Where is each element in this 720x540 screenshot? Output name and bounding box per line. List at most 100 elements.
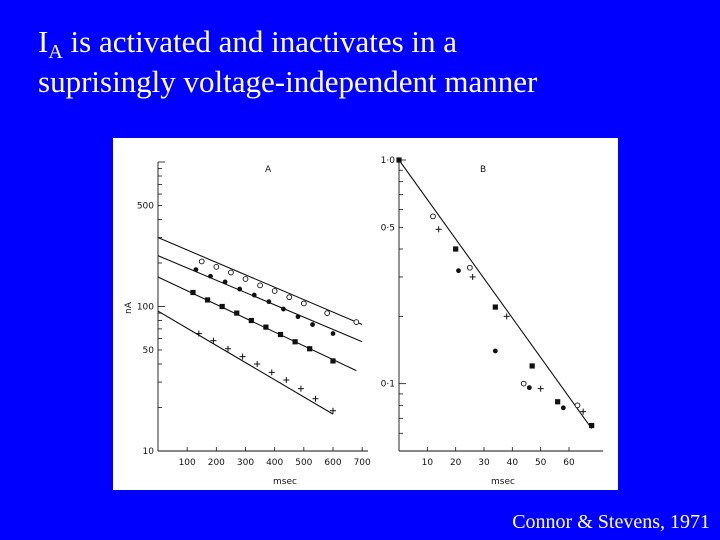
panel-b-data-point bbox=[466, 264, 473, 271]
panel-a-ylabel: nA bbox=[124, 301, 134, 314]
panel-b-x-tick-label: 50 bbox=[535, 458, 547, 468]
panel-b-x-tick-label: 10 bbox=[422, 458, 434, 468]
panel-a-series-plus bbox=[195, 330, 336, 414]
panel-b-data-point bbox=[456, 268, 461, 274]
panel-a-y-tick-label: 50 bbox=[143, 346, 155, 356]
panel-b-data-point bbox=[492, 304, 498, 310]
panel-b: B msec 0·1 0·5 1·0 10 20 30 40 50 60 bbox=[381, 156, 603, 487]
panel-b-x-tick-label: 20 bbox=[450, 458, 462, 468]
panel-b-data-point bbox=[435, 226, 442, 233]
panel-a-data-point bbox=[297, 385, 304, 392]
panel-a-data-point bbox=[234, 310, 240, 316]
panel-a-series-filled-square bbox=[190, 289, 336, 364]
panel-a-data-point bbox=[295, 314, 301, 320]
figure-image: A nA msec 10 50 100 500 100 200 300 400 500 600 70… bbox=[113, 138, 618, 490]
panel-b-data-point bbox=[469, 273, 476, 280]
panel-a-data-point bbox=[219, 303, 225, 310]
panel-a-data-point bbox=[330, 407, 336, 414]
panel-b-data-point bbox=[396, 157, 402, 163]
panel-b-data-point bbox=[492, 348, 498, 354]
panel-a-data-point bbox=[312, 395, 319, 402]
panel-b-data-point bbox=[589, 422, 595, 429]
panel-a-y-tick-label: 10 bbox=[143, 447, 155, 457]
panel-a-fit-line bbox=[158, 237, 363, 326]
panel-a-data-point bbox=[225, 345, 231, 352]
title-line-1: IA is activated and inactivates in a bbox=[38, 22, 698, 62]
panel-b-data-point bbox=[574, 402, 581, 409]
panel-a-data-point bbox=[266, 299, 272, 305]
panel-b-y-tick-label: 0·5 bbox=[381, 223, 395, 233]
panel-b-data-point bbox=[526, 385, 532, 391]
panel-a-data-point bbox=[281, 306, 286, 312]
panel-a-data-point bbox=[330, 331, 336, 336]
panel-b-xlabel: msec bbox=[491, 477, 515, 487]
title-line-1-rest: is activated and inactivates in a bbox=[62, 24, 458, 59]
panel-a-data-point bbox=[257, 282, 263, 289]
title-line-2: suprisingly voltage-independent manner bbox=[38, 64, 538, 99]
panel-b-y-tick-label: 1·0 bbox=[381, 156, 396, 166]
panel-b-y-tick-label: 0·1 bbox=[381, 380, 395, 390]
panel-a-fit-line bbox=[158, 255, 363, 343]
panel-a-data-point bbox=[204, 297, 211, 303]
panel-b-x-tick-label: 60 bbox=[563, 458, 575, 468]
panel-b-letter: B bbox=[480, 165, 486, 175]
panel-a-fit-line bbox=[158, 310, 334, 415]
panel-a-y-tick-label: 500 bbox=[137, 201, 154, 211]
panel-a-x-tick-label: 100 bbox=[179, 458, 196, 468]
panel-a-data-point bbox=[277, 331, 284, 338]
panel-a-data-point bbox=[239, 353, 246, 360]
panel-a-x-tick-label: 400 bbox=[266, 458, 283, 468]
panel-a-data-point bbox=[222, 279, 228, 285]
panel-a-data-point bbox=[248, 317, 254, 324]
panel-a-data-point bbox=[208, 273, 213, 279]
panel-a-data-point bbox=[286, 294, 293, 301]
panel-b-data-point bbox=[503, 313, 510, 320]
panel-a-series-filled-circle bbox=[193, 267, 336, 336]
panel-b-data-point bbox=[430, 213, 436, 220]
panel-b-fit-lines bbox=[399, 159, 593, 429]
panel-a-data-point bbox=[237, 286, 243, 292]
panel-a-series-open-circle bbox=[198, 258, 360, 325]
panel-a-x-tick-label: 200 bbox=[208, 458, 225, 468]
panel-b-fit-line bbox=[399, 159, 593, 429]
panel-a-fit-line bbox=[158, 276, 357, 372]
panel-b-series-filled-circle bbox=[456, 268, 566, 411]
panel-a-data-point bbox=[263, 324, 269, 330]
panel-b-data-point bbox=[453, 246, 459, 252]
panel-a-letter: A bbox=[265, 165, 272, 175]
panel-a-data-point bbox=[307, 346, 313, 352]
panel-b-series-filled-square bbox=[396, 157, 595, 429]
panel-a-x-tick-label: 500 bbox=[295, 458, 312, 468]
panel-b-series-plus bbox=[435, 226, 587, 415]
panel-a-data-point bbox=[324, 310, 331, 316]
panel-a-data-point bbox=[228, 269, 234, 276]
panel-a: A nA msec 10 50 100 500 100 200 300 400 500 600 70… bbox=[124, 161, 371, 487]
panel-a-data-point bbox=[292, 339, 298, 345]
panel-b-series-open-circle bbox=[430, 213, 581, 409]
panel-a-data-point bbox=[213, 264, 220, 270]
panel-b-x-tick-label: 30 bbox=[478, 458, 490, 468]
panel-a-data-point bbox=[254, 361, 261, 368]
figure-svg: A nA msec 10 50 100 500 100 200 300 400 500 600 70… bbox=[124, 156, 603, 487]
panel-a-x-tick-label: 600 bbox=[324, 458, 341, 468]
panel-a-data-point bbox=[353, 319, 360, 325]
panel-b-data-point bbox=[560, 405, 566, 411]
panel-a-data-point bbox=[195, 330, 202, 337]
title-main: I bbox=[38, 24, 49, 59]
panel-a-data-point bbox=[268, 369, 275, 376]
slide-title: IA is activated and inactivates in a sup… bbox=[38, 22, 698, 102]
panel-b-data-point bbox=[580, 408, 587, 415]
panel-b-data-point bbox=[555, 399, 561, 405]
panel-a-data-point bbox=[193, 267, 199, 273]
panel-a-y-tick-label: 100 bbox=[137, 303, 154, 313]
panel-a-data-point bbox=[198, 258, 205, 265]
panel-b-data-point bbox=[529, 363, 535, 369]
panel-a-data-point bbox=[251, 292, 257, 298]
panel-b-data-point bbox=[537, 385, 544, 392]
panel-b-data-point bbox=[520, 380, 527, 387]
panel-a-x-tick-label: 700 bbox=[354, 458, 371, 468]
title-subscript: A bbox=[48, 41, 63, 63]
panel-b-x-tick-label: 40 bbox=[507, 458, 519, 468]
panel-a-data-point bbox=[190, 289, 196, 296]
panel-a-data-point bbox=[210, 337, 217, 344]
